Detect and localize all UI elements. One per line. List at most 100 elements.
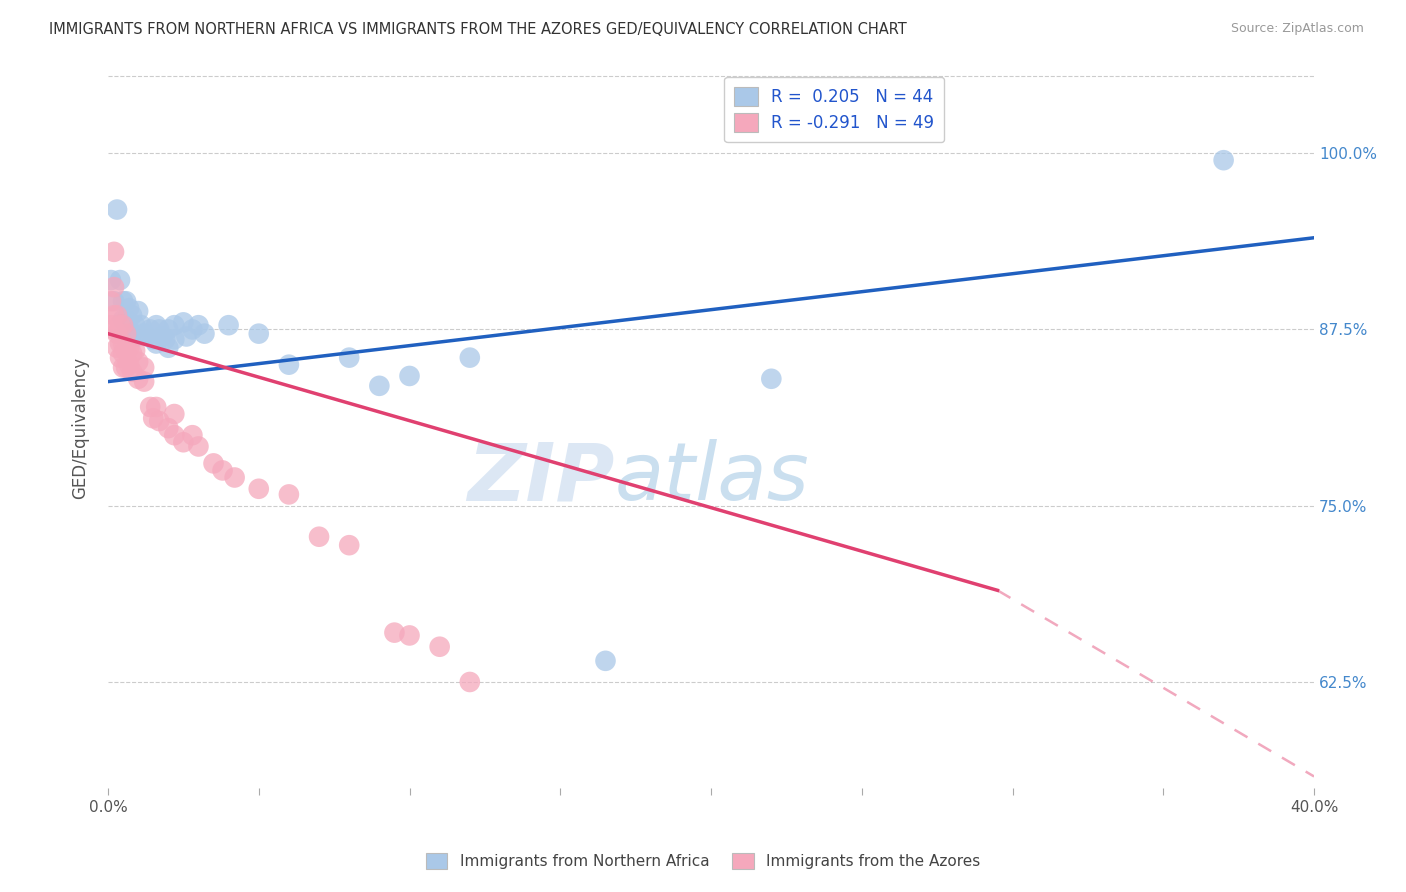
Text: atlas: atlas: [614, 440, 810, 517]
Point: [337, 351, 360, 365]
Point: [368, 379, 391, 393]
Point: [115, 326, 138, 341]
Point: [150, 329, 173, 343]
Point: [247, 482, 270, 496]
Point: [1212, 153, 1234, 168]
Point: [224, 470, 246, 484]
Point: [121, 326, 143, 341]
Point: [139, 400, 162, 414]
Point: [121, 365, 143, 379]
Legend: Immigrants from Northern Africa, Immigrants from the Azores: Immigrants from Northern Africa, Immigra…: [420, 847, 986, 875]
Point: [202, 456, 225, 470]
Point: [103, 308, 125, 322]
Point: [118, 322, 141, 336]
Point: [100, 294, 122, 309]
Point: [176, 329, 198, 343]
Point: [108, 336, 131, 351]
Point: [112, 318, 135, 333]
Point: [124, 343, 146, 358]
Point: [105, 202, 128, 217]
Point: [181, 428, 204, 442]
Point: [115, 343, 138, 358]
Point: [103, 322, 125, 336]
Point: [108, 351, 131, 365]
Point: [145, 318, 167, 333]
Point: [103, 294, 125, 309]
Point: [163, 332, 186, 346]
Point: [112, 294, 135, 309]
Legend: R =  0.205   N = 44, R = -0.291   N = 49: R = 0.205 N = 44, R = -0.291 N = 49: [724, 77, 943, 142]
Point: [121, 346, 143, 360]
Point: [115, 312, 138, 326]
Point: [142, 332, 165, 346]
Point: [115, 294, 138, 309]
Point: [172, 315, 194, 329]
Point: [398, 368, 420, 383]
Point: [145, 400, 167, 414]
Point: [277, 487, 299, 501]
Point: [247, 326, 270, 341]
Point: [458, 675, 481, 690]
Point: [118, 301, 141, 316]
Point: [108, 318, 131, 333]
Point: [127, 355, 149, 369]
Text: IMMIGRANTS FROM NORTHERN AFRICA VS IMMIGRANTS FROM THE AZORES GED/EQUIVALENCY CO: IMMIGRANTS FROM NORTHERN AFRICA VS IMMIG…: [49, 22, 907, 37]
Point: [118, 358, 141, 372]
Point: [139, 322, 162, 336]
Point: [124, 318, 146, 333]
Point: [112, 336, 135, 351]
Point: [134, 326, 156, 341]
Y-axis label: GED/Equivalency: GED/Equivalency: [72, 357, 89, 500]
Point: [136, 329, 159, 343]
Point: [163, 407, 186, 421]
Text: Source: ZipAtlas.com: Source: ZipAtlas.com: [1230, 22, 1364, 36]
Point: [218, 318, 240, 333]
Point: [211, 463, 233, 477]
Point: [129, 318, 152, 333]
Point: [155, 332, 177, 346]
Point: [595, 654, 617, 668]
Point: [157, 322, 180, 336]
Point: [100, 318, 122, 333]
Point: [115, 360, 138, 375]
Point: [458, 351, 481, 365]
Point: [127, 372, 149, 386]
Point: [112, 312, 135, 326]
Point: [384, 625, 406, 640]
Point: [429, 640, 451, 654]
Point: [157, 341, 180, 355]
Point: [337, 538, 360, 552]
Point: [187, 440, 209, 454]
Point: [112, 346, 135, 360]
Point: [163, 318, 186, 333]
Point: [308, 530, 330, 544]
Point: [163, 428, 186, 442]
Point: [127, 304, 149, 318]
Point: [105, 341, 128, 355]
Point: [277, 358, 299, 372]
Point: [108, 273, 131, 287]
Point: [118, 341, 141, 355]
Point: [103, 244, 125, 259]
Point: [105, 326, 128, 341]
Point: [148, 414, 170, 428]
Point: [134, 375, 156, 389]
Point: [103, 280, 125, 294]
Point: [121, 308, 143, 322]
Point: [181, 322, 204, 336]
Point: [148, 322, 170, 336]
Point: [145, 336, 167, 351]
Point: [187, 318, 209, 333]
Point: [172, 435, 194, 450]
Point: [761, 372, 783, 386]
Point: [142, 411, 165, 425]
Point: [105, 308, 128, 322]
Point: [112, 360, 135, 375]
Point: [134, 360, 156, 375]
Point: [127, 329, 149, 343]
Text: ZIP: ZIP: [467, 440, 614, 517]
Point: [100, 273, 122, 287]
Point: [398, 628, 420, 642]
Point: [157, 421, 180, 435]
Point: [193, 326, 215, 341]
